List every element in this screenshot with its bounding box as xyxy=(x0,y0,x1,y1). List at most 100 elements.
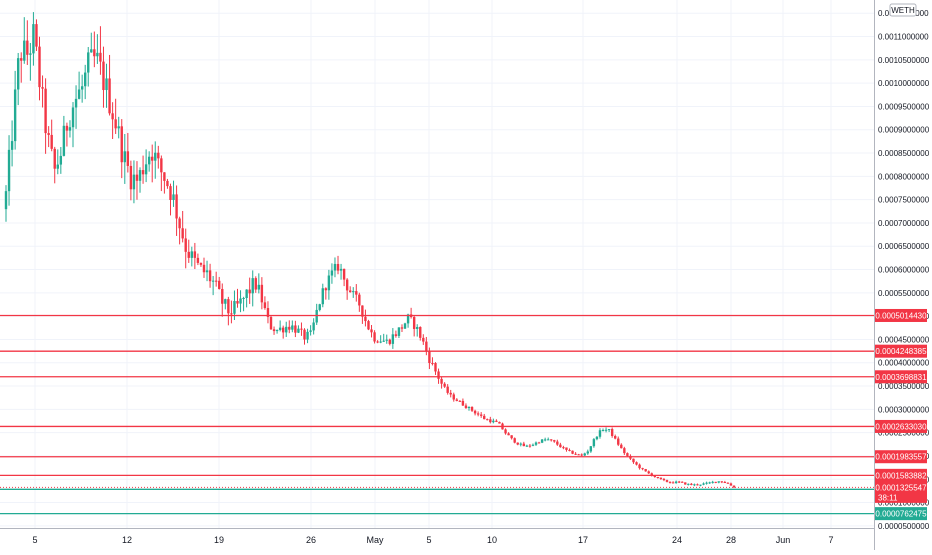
candle-body xyxy=(419,327,422,338)
candle-body xyxy=(315,309,318,323)
candle-body xyxy=(479,414,483,416)
candle-body xyxy=(102,61,105,91)
candle-body xyxy=(120,126,123,163)
candle-body xyxy=(83,72,87,87)
candle-body xyxy=(16,58,20,90)
candle-body xyxy=(172,194,175,200)
currency-badge[interactable] xyxy=(889,3,917,17)
candle-body xyxy=(626,453,629,456)
candle-body xyxy=(221,288,224,304)
x-tick-label: Jun xyxy=(776,535,791,545)
candle-body xyxy=(412,317,416,329)
candle-body xyxy=(385,339,388,341)
candle-body xyxy=(26,40,29,55)
candle-body xyxy=(169,186,172,200)
y-tick-label: 0.0008000000 xyxy=(878,172,930,181)
candle-body xyxy=(461,400,465,406)
candle-body xyxy=(355,291,358,295)
candle-body xyxy=(589,446,593,452)
candle-body xyxy=(291,325,294,330)
candle-body xyxy=(668,481,672,483)
level-price-label-bg xyxy=(875,370,927,384)
candle-body xyxy=(437,371,440,379)
candle-body xyxy=(242,298,245,300)
candle-body xyxy=(693,484,696,486)
candle-body xyxy=(318,304,321,310)
candle-body xyxy=(720,481,724,483)
candle-body xyxy=(376,341,379,343)
candle-body xyxy=(278,327,282,330)
candle-body xyxy=(684,482,687,485)
candle-body xyxy=(522,443,526,447)
y-tick-label: 0.0010500000 xyxy=(878,56,930,65)
candle-body xyxy=(556,441,559,445)
candle-body xyxy=(364,316,367,322)
y-tick-label: 0.0011000000 xyxy=(878,33,929,42)
candle-body xyxy=(352,291,355,293)
candle-body xyxy=(272,329,276,332)
candle-body xyxy=(196,257,200,263)
candle-body xyxy=(90,49,93,53)
candle-body xyxy=(644,469,647,472)
x-tick-label: 12 xyxy=(122,535,132,545)
candle-body xyxy=(595,436,599,440)
candle-body xyxy=(382,340,385,342)
candle-body xyxy=(288,326,291,330)
y-tick-label: 0.0001000000 xyxy=(878,499,930,508)
candle-body xyxy=(403,323,407,329)
candle-body xyxy=(604,429,608,431)
candle-body xyxy=(422,337,425,342)
x-tick-label: 24 xyxy=(672,535,682,545)
candle-body xyxy=(62,125,66,156)
candle-body xyxy=(717,481,720,483)
candle-body xyxy=(208,270,212,282)
candle-body xyxy=(285,326,288,333)
candle-body xyxy=(614,435,617,439)
x-tick-label: 26 xyxy=(306,535,316,545)
candle-body xyxy=(681,481,684,483)
candle-body xyxy=(309,330,312,332)
candle-body xyxy=(269,317,273,330)
candle-body xyxy=(349,290,352,293)
candle-body xyxy=(44,88,47,134)
candle-body xyxy=(699,484,702,486)
candle-body xyxy=(77,89,81,99)
candle-body xyxy=(236,301,239,304)
candle-body xyxy=(144,164,148,175)
candle-body xyxy=(483,415,486,420)
candle-body xyxy=(400,327,404,329)
candle-body xyxy=(147,156,151,165)
candle-body xyxy=(498,421,501,424)
x-tick-label: 10 xyxy=(487,535,497,545)
candle-body xyxy=(138,170,142,181)
candle-body xyxy=(607,429,611,431)
candle-body xyxy=(443,383,446,387)
candle-body xyxy=(665,480,669,482)
candle-body xyxy=(29,53,32,55)
y-tick-label: 0.0005500000 xyxy=(878,289,930,298)
candle-body xyxy=(653,475,657,477)
candle-body xyxy=(254,278,257,290)
candle-body xyxy=(13,89,17,142)
candle-body xyxy=(638,464,641,469)
candle-body xyxy=(330,270,334,276)
candle-body xyxy=(187,251,190,258)
candle-body xyxy=(507,433,510,436)
candle-body xyxy=(135,174,139,181)
candle-body xyxy=(513,438,516,443)
candle-body xyxy=(470,406,474,411)
candle-body xyxy=(251,278,254,294)
x-tick-label: 17 xyxy=(578,535,588,545)
candle-body xyxy=(452,394,455,400)
candle-body xyxy=(705,482,708,484)
x-tick-label: 5 xyxy=(32,535,37,545)
candle-body xyxy=(306,331,309,340)
candle-body xyxy=(367,321,370,330)
candle-body xyxy=(650,473,653,476)
candle-body xyxy=(108,78,111,114)
candle-body xyxy=(543,439,547,441)
candle-body xyxy=(47,133,50,135)
candle-body xyxy=(53,148,56,169)
